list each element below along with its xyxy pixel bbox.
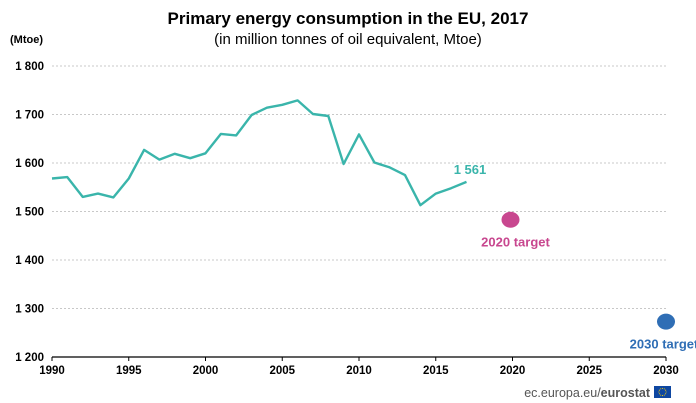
- y-tick-label: 1 700: [15, 110, 44, 122]
- y-axis-unit-label: (Mtoe): [10, 34, 43, 46]
- y-tick-label: 1 600: [15, 158, 44, 170]
- y-tick-label: 1 200: [15, 352, 44, 364]
- x-tick-label: 2020: [500, 365, 526, 377]
- eu-star: [665, 389, 667, 391]
- series-end-value-label: 1 561: [454, 162, 487, 177]
- eu-star: [663, 394, 665, 396]
- x-tick-label: 2025: [576, 365, 602, 377]
- eu-star: [658, 393, 660, 395]
- target-label: 2030 target: [630, 337, 696, 352]
- x-tick-label: 2030: [653, 365, 679, 377]
- eu-star: [661, 395, 664, 397]
- x-tick-label: 2005: [269, 365, 295, 377]
- eu-star: [658, 389, 660, 391]
- y-tick-label: 1 800: [15, 61, 44, 73]
- x-tick-label: 1995: [116, 365, 142, 377]
- chart-subtitle: (in million tonnes of oil equivalent, Mt…: [214, 31, 482, 48]
- y-tick-label: 1 300: [15, 304, 44, 316]
- x-tick-label: 2015: [423, 365, 449, 377]
- eu-star: [661, 387, 664, 389]
- series-line: [51, 99, 467, 207]
- eu-star: [665, 393, 667, 395]
- chart-title: Primary energy consumption in the EU, 20…: [168, 9, 529, 28]
- x-tick-label: 2010: [346, 365, 372, 377]
- eu-star: [660, 394, 662, 396]
- eu-star: [660, 388, 662, 390]
- eu-star: [665, 391, 667, 393]
- x-tick-label: 1990: [39, 365, 65, 377]
- svg-text:ec.europa.eu/eurostat: ec.europa.eu/eurostat: [524, 386, 651, 400]
- y-tick-labels: 1 200 1 300 1 400 1 500 1 600 1 700 1 800: [15, 61, 44, 364]
- target-label: 2020 target: [481, 235, 550, 250]
- eu-star: [663, 388, 665, 390]
- eu-flag-icon: [654, 386, 671, 398]
- series-layer: [51, 99, 467, 207]
- x-tick-labels: 1990 1995 2000 2005 2010 2015 2020 2025 2030: [39, 365, 679, 377]
- source-prefix: ec.europa.eu/: [524, 386, 601, 400]
- eu-star: [658, 391, 660, 393]
- target-markers: 2020 target 2030 target: [481, 211, 696, 352]
- source-brand: eurostat: [601, 386, 651, 400]
- gridlines: [52, 65, 666, 309]
- target-marker: [657, 313, 675, 330]
- axes: [51, 356, 667, 361]
- target-marker: [501, 211, 520, 228]
- x-tick-label: 2000: [193, 365, 219, 377]
- y-tick-label: 1 400: [15, 255, 44, 267]
- source-credit: ec.europa.eu/eurostat: [524, 386, 671, 400]
- y-tick-label: 1 500: [15, 207, 44, 219]
